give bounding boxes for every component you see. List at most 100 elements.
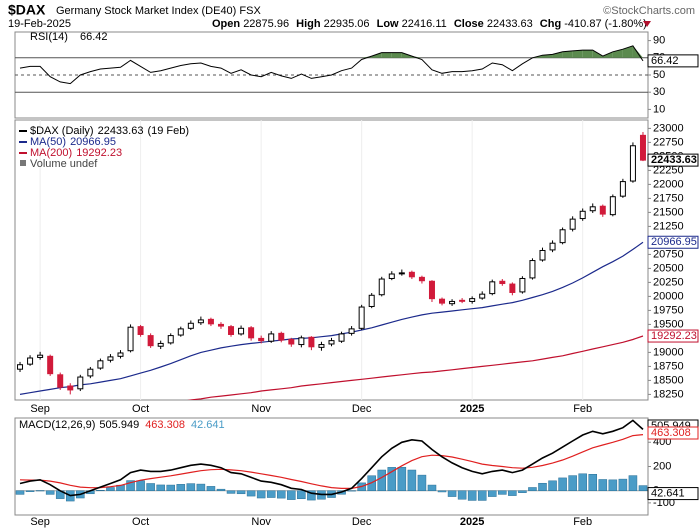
moving-average: [19, 241, 644, 395]
y-tick-label: 19750: [653, 304, 684, 316]
candle-body: [298, 337, 305, 346]
legend-entry: Volume undef: [30, 158, 98, 170]
candle-body: [167, 335, 174, 344]
macd-histogram-bar: [588, 474, 598, 492]
y-tick-label: 19000: [653, 346, 684, 358]
y-tick-label: 90: [653, 35, 665, 47]
candle-body: [519, 277, 526, 293]
candle-body: [469, 298, 476, 302]
value-box: [647, 235, 699, 249]
y-tick-label: 21750: [653, 192, 684, 204]
macd-histogram-bar: [437, 490, 447, 493]
candle-body: [278, 332, 285, 341]
candle-body: [368, 294, 375, 307]
macd-histogram-bar: [487, 490, 497, 497]
macd-histogram-bar: [578, 473, 587, 491]
value-box: [647, 153, 699, 167]
candle-body: [589, 206, 596, 212]
high-value: 22935.06: [324, 18, 370, 30]
candle-body: [157, 342, 164, 347]
macd-histogram-bar: [528, 487, 537, 492]
macd-histogram-bar: [477, 490, 487, 501]
candle-body: [248, 327, 255, 339]
change-value: -410.87 (-1.80%): [564, 18, 647, 30]
macd-histogram-bar: [206, 486, 216, 492]
legend-part: MA(50): [30, 136, 66, 148]
legend-entry: MA(200) 19292.23: [30, 147, 122, 159]
candles: [17, 132, 646, 400]
legend-part: 22433.63: [98, 125, 144, 137]
macd-histogram-bar: [638, 485, 648, 491]
macd-histogram-bar: [598, 479, 608, 492]
candle-body: [459, 299, 466, 302]
rsi-fill: [552, 51, 563, 58]
value-box-label: 22433.63: [651, 154, 697, 166]
x-tick-label: Dec: [352, 516, 372, 528]
rsi-fill: [391, 52, 402, 58]
macd-histogram-bar: [276, 490, 286, 499]
rsi-legend: RSI(14): [30, 31, 68, 43]
rsi-fill: [572, 50, 583, 58]
candle-body: [228, 326, 235, 335]
candle-body: [629, 145, 636, 182]
macd-histogram-bar: [35, 490, 45, 492]
legend-part: (19 Feb): [147, 125, 189, 137]
macd-histogram-bar: [126, 480, 135, 492]
candle-body: [67, 385, 74, 391]
candle-body: [428, 280, 435, 300]
low-label: Low: [377, 18, 399, 30]
rsi-fill: [582, 50, 593, 58]
candle-body: [569, 218, 576, 230]
candle-body: [499, 280, 506, 285]
macd-legend-value: 505.949: [99, 419, 139, 431]
macd-histogram-bar: [608, 479, 618, 491]
price-panel: [14, 119, 649, 401]
ohlc-line: Open 22875.96 High 22935.06 Low 22416.11…: [212, 18, 647, 30]
macd-histogram-bar: [216, 488, 226, 491]
candle-body: [77, 376, 84, 390]
candle-body: [47, 355, 54, 375]
security-name: Germany Stock Market Index (DE40) FSX: [56, 5, 261, 17]
candle-body: [609, 196, 616, 216]
x-tick-label: Sep: [30, 516, 50, 528]
x-tick-label: Oct: [132, 403, 149, 415]
candle-body: [358, 306, 365, 329]
x-tick-label: Feb: [573, 516, 592, 528]
y-tick-label: 18500: [653, 374, 684, 386]
macd-legend-value: 42.641: [191, 419, 225, 431]
candle-body: [619, 181, 626, 197]
legend-part: $DAX (Daily): [30, 125, 94, 137]
macd-histogram-bar: [246, 490, 256, 497]
candle-body: [207, 318, 214, 325]
y-tick-label: 18750: [653, 360, 684, 372]
macd-signal-line: [19, 434, 644, 489]
candle-body: [579, 210, 586, 220]
date: 19-Feb-2025: [8, 18, 71, 30]
candle-body: [177, 328, 184, 336]
macd-histogram-bar: [508, 490, 517, 496]
candle-body: [318, 344, 325, 348]
value-box-label: 463.308: [651, 427, 691, 439]
rsi-fill: [562, 50, 573, 58]
macd-histogram-bar: [256, 490, 266, 499]
macd-legend-value: 463.308: [145, 419, 185, 431]
y-tick-label: 10: [653, 103, 665, 115]
candle-body: [388, 273, 395, 279]
macd-histogram-bar: [538, 482, 547, 492]
macd-histogram-bar: [15, 490, 25, 495]
rsi-fill: [632, 45, 643, 58]
x-tick-label: Sep: [30, 403, 50, 415]
y-tick-label: 20250: [653, 276, 684, 288]
y-tick-label: 200: [653, 460, 671, 472]
macd-histogram-bar: [568, 475, 577, 491]
macd-histogram-bar: [498, 490, 507, 495]
y-tick-label: 20500: [653, 262, 684, 274]
y-tick-label: 30: [653, 86, 665, 98]
candle-body: [17, 364, 24, 370]
candle-body: [449, 300, 456, 305]
candle-body: [238, 327, 245, 335]
macd-histogram-bar: [467, 490, 477, 501]
macd-histogram-bar: [146, 483, 155, 492]
